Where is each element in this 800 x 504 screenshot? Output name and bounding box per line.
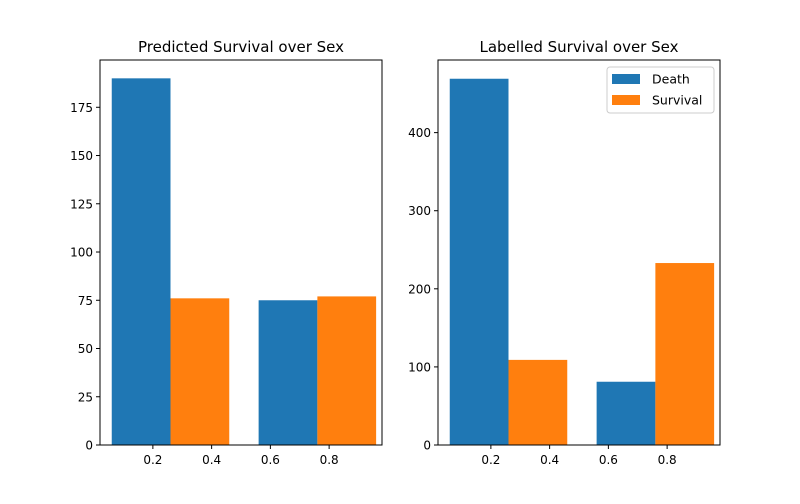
y-tick-label: 25	[78, 390, 93, 404]
bar-survival-1	[170, 298, 230, 445]
x-tick-label: 0.6	[261, 453, 280, 467]
y-tick-label: 0	[423, 439, 431, 453]
y-tick-label: 125	[70, 197, 93, 211]
y-tick-label: 200	[408, 282, 431, 296]
y-tick-label: 75	[78, 294, 93, 308]
bar-death-0	[111, 78, 171, 445]
x-tick-label: 0.8	[658, 453, 677, 467]
chart-title: Labelled Survival over Sex	[480, 38, 679, 56]
y-tick-label: 175	[70, 101, 93, 115]
bar-survival-3	[655, 263, 715, 445]
y-tick-label: 400	[408, 126, 431, 140]
legend-swatch-death	[612, 74, 640, 84]
y-tick-label: 100	[70, 246, 93, 260]
chart-labelled: 0.2 0.4 0.6 0.8 0 100 200 300 400 Death Survival La…	[408, 38, 721, 467]
bar-survival-3	[317, 296, 377, 445]
axes-frame	[437, 59, 721, 446]
legend-swatch-survival	[612, 95, 640, 105]
legend-label-survival: Survival	[652, 93, 702, 108]
y-tick-label: 0	[85, 439, 93, 453]
legend-label-death: Death	[652, 72, 690, 87]
x-tick-label: 0.6	[599, 453, 618, 467]
bar-survival-1	[508, 359, 568, 445]
bar-death-2	[596, 381, 656, 445]
x-tick-label: 0.8	[320, 453, 339, 467]
x-tick-label: 0.4	[540, 453, 559, 467]
y-tick-label: 300	[408, 204, 431, 218]
x-tick-label: 0.4	[202, 453, 221, 467]
y-tick-label: 100	[408, 360, 431, 374]
x-tick-label: 0.2	[143, 453, 162, 467]
bar-death-0	[449, 78, 509, 445]
bar-death-2	[258, 300, 318, 445]
y-tick-label: 150	[70, 149, 93, 163]
chart-predicted: 0.2 0.4 0.6 0.8 0 25 50 75 100 125 150 175 Predicted…	[70, 38, 383, 467]
x-tick-label: 0.2	[481, 453, 500, 467]
chart-title: Predicted Survival over Sex	[138, 38, 344, 56]
y-tick-label: 50	[78, 342, 93, 356]
